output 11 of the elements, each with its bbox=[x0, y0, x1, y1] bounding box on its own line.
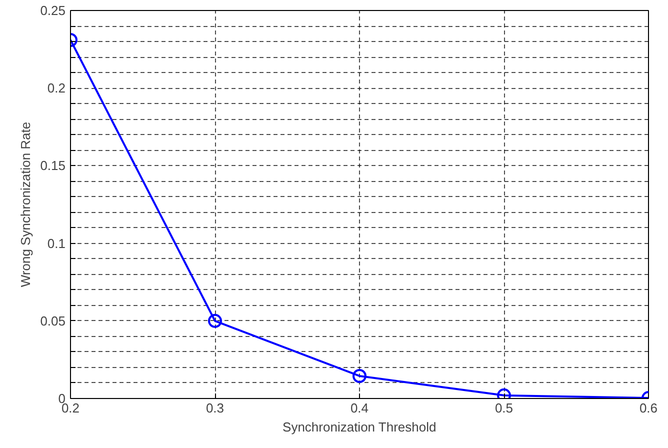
x-tick-label: 0.3 bbox=[206, 400, 224, 416]
y-axis-title: Wrong Synchronization Rate bbox=[18, 122, 34, 288]
y-tick-label: 0.2 bbox=[47, 80, 66, 96]
y-tick-label: 0.15 bbox=[40, 158, 66, 174]
x-axis-title: Synchronization Threshold bbox=[282, 420, 436, 434]
y-tick-label: 0.25 bbox=[40, 3, 66, 18]
x-tick-label: 0.5 bbox=[494, 400, 514, 416]
y-tick-label: 0.05 bbox=[40, 313, 66, 328]
y-tick-label: 0.1 bbox=[47, 236, 66, 251]
x-tick-label: 0.4 bbox=[350, 400, 369, 416]
x-tick-label: 0.6 bbox=[639, 400, 658, 416]
